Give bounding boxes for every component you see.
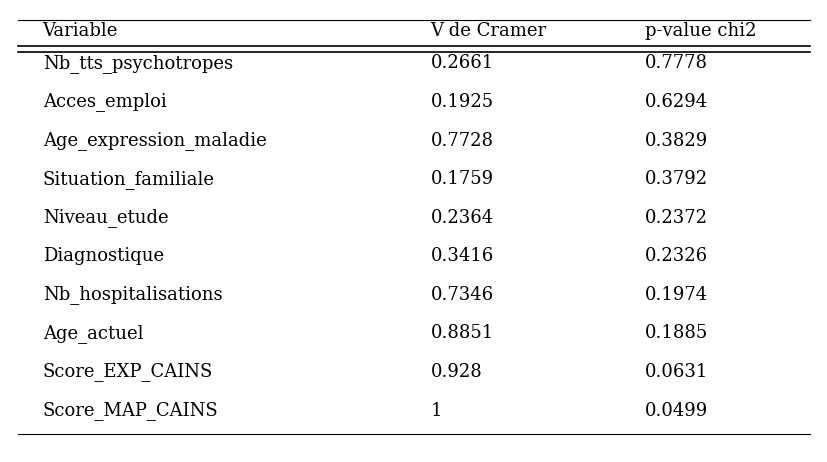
Text: Variable: Variable [43, 22, 118, 40]
Text: 0.3416: 0.3416 [430, 247, 493, 265]
Text: 0.3792: 0.3792 [644, 170, 707, 188]
Text: Nb_tts_psychotropes: Nb_tts_psychotropes [43, 54, 232, 73]
Text: Niveau_etude: Niveau_etude [43, 208, 168, 227]
Text: 0.1759: 0.1759 [430, 170, 493, 188]
Text: p-value chi2: p-value chi2 [644, 22, 756, 40]
Text: 0.0631: 0.0631 [644, 363, 708, 381]
Text: 0.1974: 0.1974 [644, 286, 707, 304]
Text: 0.928: 0.928 [430, 363, 481, 381]
Text: Situation_familiale: Situation_familiale [43, 170, 214, 188]
Text: 0.8851: 0.8851 [430, 324, 493, 342]
Text: 0.1885: 0.1885 [644, 324, 707, 342]
Text: 0.0499: 0.0499 [644, 401, 707, 419]
Text: 0.6294: 0.6294 [644, 93, 707, 111]
Text: V de Cramer: V de Cramer [430, 22, 546, 40]
Text: 0.2326: 0.2326 [644, 247, 707, 265]
Text: Diagnostique: Diagnostique [43, 247, 164, 265]
Text: 0.2364: 0.2364 [430, 209, 493, 227]
Text: Age_actuel: Age_actuel [43, 324, 143, 343]
Text: Score_EXP_CAINS: Score_EXP_CAINS [43, 363, 213, 382]
Text: Nb_hospitalisations: Nb_hospitalisations [43, 286, 222, 304]
Text: Age_expression_maladie: Age_expression_maladie [43, 131, 266, 150]
Text: 0.7778: 0.7778 [644, 55, 707, 73]
Text: 1: 1 [430, 401, 442, 419]
Text: 0.2372: 0.2372 [644, 209, 707, 227]
Text: 0.7346: 0.7346 [430, 286, 493, 304]
Text: Acces_emploi: Acces_emploi [43, 92, 166, 111]
Text: Score_MAP_CAINS: Score_MAP_CAINS [43, 401, 218, 420]
Text: 0.1925: 0.1925 [430, 93, 493, 111]
Text: 0.3829: 0.3829 [644, 132, 707, 150]
Text: 0.2661: 0.2661 [430, 55, 493, 73]
Text: 0.7728: 0.7728 [430, 132, 493, 150]
